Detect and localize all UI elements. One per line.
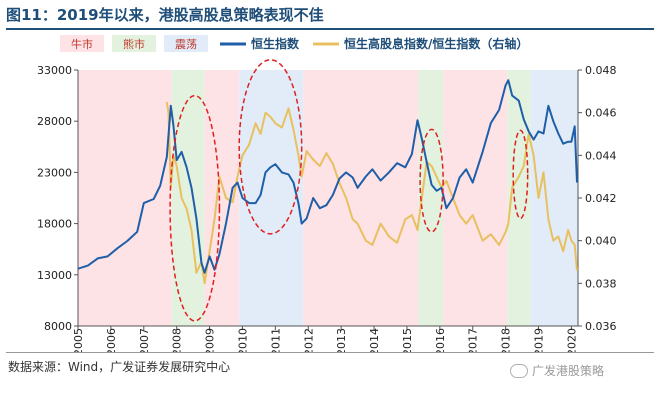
- x-tick-label: 2005: [72, 328, 85, 352]
- x-tick-label: 2006: [105, 328, 118, 352]
- annotation-ellipse: [169, 94, 221, 322]
- x-tick-label: 2013: [335, 328, 348, 352]
- right-tick-label: 0.038: [585, 277, 617, 290]
- annotation-ellipses: [169, 59, 529, 322]
- left-tick-label: 23000: [37, 166, 72, 179]
- right-tick-label: 0.036: [585, 320, 617, 333]
- x-tick-label: 2010: [236, 328, 249, 352]
- series-lines: [77, 79, 578, 285]
- regime-band: [78, 70, 172, 326]
- footer-divider: [6, 352, 654, 353]
- chart: 8000 13000 18000 23000 28000 33000 0.036 0.038…: [37, 35, 617, 352]
- x-tick-label: 2015: [401, 328, 414, 352]
- legend-swatch: [112, 35, 156, 52]
- legend-label: 恒生高股息指数/恒生指数（右轴）: [344, 36, 528, 51]
- x-tick-label: 2018: [500, 328, 513, 352]
- right-tick-label: 0.042: [585, 192, 617, 205]
- x-tick-label: 2019: [533, 328, 546, 352]
- x-tick-label: 2014: [368, 328, 381, 352]
- right-tick-label: 0.040: [585, 235, 617, 248]
- watermark: 广发港股策略: [510, 362, 604, 379]
- x-tick-label: 2008: [171, 328, 184, 352]
- right-tick-label: 0.046: [585, 107, 617, 120]
- annotation-ellipse: [238, 59, 303, 235]
- regime-band: [239, 70, 304, 326]
- left-y-ticks: 8000 13000 18000 23000 28000 33000: [37, 64, 78, 333]
- x-tick-label: 2012: [302, 328, 315, 352]
- x-tick-label: 2007: [138, 328, 151, 352]
- regime-band: [507, 70, 531, 326]
- legend-label: 熊市: [123, 37, 145, 51]
- wechat-icon: [510, 364, 528, 378]
- x-tick-label: 2016: [434, 328, 447, 352]
- x-ticks: 2005 2006 2007 2008 2009 2010 2011 2012 2013 2014…: [72, 326, 578, 352]
- left-tick-label: 28000: [37, 115, 72, 128]
- legend: 牛市 熊市 震荡 恒生指数 恒生高股息指数/恒生指数（右轴）: [60, 35, 528, 52]
- x-tick-label: 2009: [204, 328, 217, 352]
- right-tick-label: 0.048: [585, 64, 617, 77]
- legend-label: 牛市: [71, 37, 93, 51]
- left-tick-label: 8000: [44, 320, 72, 333]
- regime-band: [303, 70, 419, 326]
- annotation-ellipse: [512, 129, 529, 220]
- legend-swatch: [60, 35, 104, 52]
- legend-label: 恒生指数: [251, 36, 300, 51]
- source-note: 数据来源：Wind，广发证券发展研究中心: [8, 360, 231, 374]
- series-line: [165, 101, 578, 285]
- title-divider: [6, 28, 654, 30]
- regime-band: [530, 70, 578, 326]
- regime-band: [171, 70, 205, 326]
- left-tick-label: 33000: [37, 64, 72, 77]
- left-tick-label: 18000: [37, 218, 72, 231]
- figure-title: 图11：2019年以来，港股高股息策略表现不佳: [6, 6, 324, 24]
- legend-label: 震荡: [175, 38, 197, 51]
- legend-swatch: [164, 35, 208, 52]
- x-tick-label: 2017: [467, 328, 480, 352]
- x-tick-label: 2020: [565, 328, 578, 352]
- annotation-ellipse: [419, 128, 444, 233]
- regime-bands: [77, 70, 579, 327]
- right-y-ticks: 0.036 0.038 0.040 0.042 0.044 0.046 0.048: [578, 64, 617, 333]
- right-tick-label: 0.044: [585, 149, 617, 162]
- left-tick-label: 13000: [37, 269, 72, 282]
- watermark-text: 广发港股策略: [532, 364, 605, 378]
- series-line: [77, 79, 578, 274]
- x-tick-label: 2011: [269, 328, 282, 352]
